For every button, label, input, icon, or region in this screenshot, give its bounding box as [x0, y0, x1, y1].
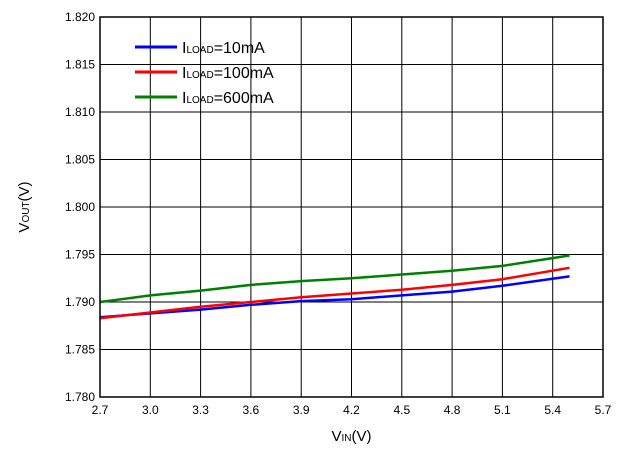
label-subscript: LOAD	[186, 45, 213, 56]
label-subscript: LOAD	[186, 70, 213, 81]
legend-label-1: ILOAD=100mA	[182, 65, 274, 82]
x-tick-label: 5.4	[544, 403, 561, 417]
tick-labels: 2.7 3.0 3.3 3.6 3.9 4.2 4.5 4.8 5.1 5.4 5.7 1.780 1.…	[65, 10, 612, 417]
label-main: I	[182, 65, 186, 82]
label-suffix: (V)	[352, 428, 372, 445]
series-line-2	[99, 254, 570, 304]
x-tick-label: 5.7	[595, 403, 612, 417]
x-tick-label: 2.7	[92, 403, 109, 417]
label-suffix: =600mA	[214, 90, 274, 107]
y-tick-label: 1.785	[65, 343, 95, 357]
label-suffix: (V)	[16, 181, 33, 201]
series-line-0	[99, 275, 570, 319]
x-tick-label: 4.8	[444, 403, 461, 417]
series-line-1	[99, 266, 570, 320]
x-tick-label: 5.1	[494, 403, 511, 417]
x-tick-label: 3.9	[293, 403, 310, 417]
x-tick-label: 3.0	[142, 403, 159, 417]
legend-label-0: ILOAD=10mA	[182, 40, 265, 57]
x-axis-title: VIN(V)	[331, 428, 371, 445]
label-main: V	[331, 428, 341, 445]
y-tick-label: 1.790	[65, 295, 95, 309]
label-subscript: LOAD	[186, 95, 213, 106]
label-subscript: IN	[342, 433, 352, 444]
x-tick-label: 3.6	[243, 403, 260, 417]
y-tick-label: 1.810	[65, 105, 95, 119]
y-tick-label: 1.820	[65, 10, 95, 24]
y-tick-label: 1.815	[65, 58, 95, 72]
label-main: I	[182, 40, 186, 57]
series-lines	[99, 254, 570, 320]
label-subscript: OUT	[21, 201, 32, 222]
x-tick-label: 4.5	[393, 403, 410, 417]
y-tick-label: 1.795	[65, 248, 95, 262]
plot-frame	[99, 16, 604, 398]
label-main: V	[16, 223, 33, 233]
y-tick-label: 1.800	[65, 200, 95, 214]
label-main: I	[182, 90, 186, 107]
y-tick-label: 1.780	[65, 390, 95, 404]
x-tick-label: 3.3	[192, 403, 209, 417]
y-axis-title: VOUT(V)	[16, 181, 33, 232]
label-suffix: =10mA	[214, 40, 265, 57]
y-tick-label: 1.805	[65, 153, 95, 167]
x-tick-label: 4.2	[343, 403, 360, 417]
label-suffix: =100mA	[214, 65, 274, 82]
legend-label-2: ILOAD=600mA	[182, 90, 274, 107]
